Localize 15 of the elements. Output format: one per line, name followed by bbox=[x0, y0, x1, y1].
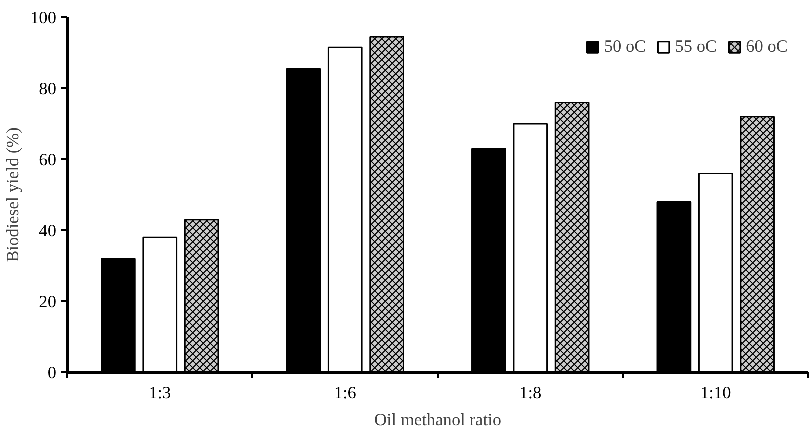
legend-label: 60 oC bbox=[746, 37, 788, 57]
x-tick-label: 1:8 bbox=[520, 384, 542, 402]
y-tick-label: 40 bbox=[39, 222, 56, 240]
x-axis-title: Oil methanol ratio bbox=[374, 410, 502, 430]
legend-label: 50 oC bbox=[604, 37, 646, 57]
y-tick-label: 0 bbox=[48, 364, 57, 382]
y-tick-label: 100 bbox=[30, 8, 57, 28]
y-tick-label: 80 bbox=[39, 80, 56, 98]
y-axis-title: Biodiesel yield (%) bbox=[4, 127, 23, 262]
legend-label: 55 oC bbox=[675, 37, 718, 57]
x-tick-label: 1:10 bbox=[700, 384, 732, 402]
x-tick-label: 1:3 bbox=[149, 384, 172, 402]
y-tick-label: 60 bbox=[39, 150, 56, 170]
x-tick-label: 1:6 bbox=[334, 384, 357, 402]
y-tick-label: 20 bbox=[39, 292, 56, 312]
